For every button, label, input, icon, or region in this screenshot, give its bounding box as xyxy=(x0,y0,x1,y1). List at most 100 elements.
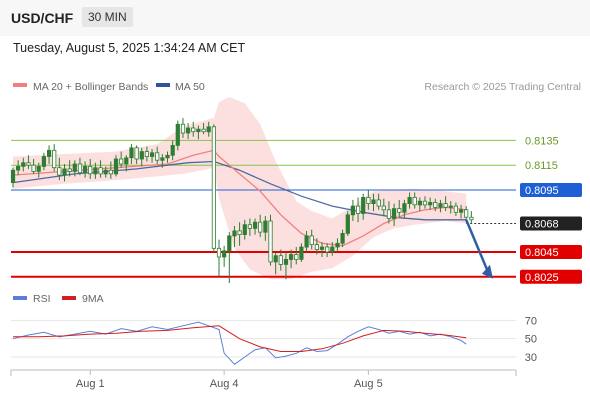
candle-body xyxy=(57,167,62,176)
candle-body xyxy=(72,163,77,172)
candle-body xyxy=(201,128,206,133)
candle-body xyxy=(175,123,180,146)
candle-body xyxy=(417,200,423,206)
candle-body xyxy=(330,246,335,253)
candle-body xyxy=(36,165,41,172)
candle-body xyxy=(88,165,93,175)
candle-body xyxy=(113,158,119,175)
rsi-plot: 70 50 30 Aug 1 Aug 4 Aug 5 xyxy=(10,315,537,390)
candle-body xyxy=(314,244,320,251)
candle-body xyxy=(283,258,289,265)
candle-body xyxy=(160,157,165,161)
candle-body xyxy=(412,196,417,206)
ma50-legend-swatch xyxy=(156,83,170,87)
forecast-arrow-head xyxy=(481,264,493,279)
pivot-label: 0.8095 xyxy=(525,185,559,197)
candle-body xyxy=(294,254,299,260)
candle-body xyxy=(407,196,412,204)
ma20-legend-swatch xyxy=(13,83,27,87)
candle-body xyxy=(26,162,31,166)
rsi-line xyxy=(12,321,467,365)
candle-body xyxy=(361,196,366,214)
candle-body xyxy=(464,209,469,218)
candle-body xyxy=(309,235,314,245)
candle-body xyxy=(242,224,247,235)
current-price-tag xyxy=(520,216,582,231)
candle-body xyxy=(216,247,222,258)
candle-body xyxy=(288,254,294,260)
candle-body xyxy=(304,235,309,248)
candle-body xyxy=(124,157,129,165)
candle-body xyxy=(232,230,237,237)
candle-body xyxy=(325,246,330,253)
candle-body xyxy=(299,246,304,260)
candle-body xyxy=(458,209,464,213)
candle-body xyxy=(319,246,325,250)
candle-body xyxy=(196,128,201,133)
rsi-ma-legend-swatch xyxy=(62,296,76,300)
rsi-tick-label: 70 xyxy=(525,315,537,327)
candle-body xyxy=(381,205,386,211)
candle-body xyxy=(10,169,16,183)
candle-body xyxy=(402,203,407,213)
timeframe-button[interactable]: 30 MIN xyxy=(82,7,133,27)
candle-body xyxy=(263,220,268,233)
candle-body xyxy=(371,199,376,204)
rsi-ma-line xyxy=(13,325,467,352)
rsi-ma-legend-label: 9MA xyxy=(82,293,104,305)
candle-body xyxy=(119,158,124,165)
candle-body xyxy=(139,151,144,160)
candle-body xyxy=(428,201,433,206)
candle-body xyxy=(258,221,263,233)
support-label-0.8025: 0.8025 xyxy=(525,272,559,284)
candle-body xyxy=(206,126,211,133)
candle-body xyxy=(448,205,453,208)
candle-body xyxy=(93,167,98,175)
ma20-legend-label: MA 20 + Bollinger Bands xyxy=(33,81,148,93)
candle-body xyxy=(237,230,242,235)
candle-body xyxy=(247,224,252,229)
candle-body xyxy=(469,216,474,221)
bollinger-band xyxy=(13,97,467,280)
candle-body xyxy=(129,147,134,159)
candle-body xyxy=(355,205,361,214)
candle-body xyxy=(350,205,356,216)
candle-body xyxy=(134,147,139,160)
candle-body xyxy=(83,165,88,173)
rsi-tick-label: 30 xyxy=(525,352,537,364)
currency-pair: USD/CHF xyxy=(11,10,74,26)
candle-body xyxy=(144,151,149,158)
candle-body xyxy=(273,255,278,263)
candle-body xyxy=(252,221,258,229)
candle-body xyxy=(438,203,443,208)
candle-body xyxy=(376,199,381,207)
candle-body xyxy=(149,152,155,157)
x-tick-label: Aug 1 xyxy=(76,378,105,390)
timestamp: Tuesday, August 5, 2025 1:34:24 AM CET xyxy=(13,41,246,55)
pivot-tag xyxy=(520,183,582,197)
x-tick-label: Aug 5 xyxy=(354,378,383,390)
candle-body xyxy=(227,235,232,252)
rsi-legend-swatch xyxy=(13,296,27,300)
candle-body xyxy=(222,250,227,258)
candle-body xyxy=(397,208,402,213)
support-label-0.8045: 0.8045 xyxy=(525,247,559,259)
candle-body xyxy=(98,167,103,175)
candle-body xyxy=(41,156,47,167)
candle-body xyxy=(211,126,216,249)
candle-body xyxy=(165,154,170,159)
price-plot: 0.8135 0.8115 0.8095 0.8068 0.8045 0.8025 xyxy=(10,97,582,284)
header-bar: USD/CHF 30 MIN xyxy=(0,0,590,36)
x-tick-label: Aug 4 xyxy=(210,378,239,390)
support-tag-0.8045 xyxy=(520,245,582,259)
credit-text: Research © 2025 Trading Central xyxy=(424,81,581,93)
candle-body xyxy=(180,123,186,134)
ma50-legend-label: MA 50 xyxy=(175,81,205,93)
forecast-arrow-shaft xyxy=(465,219,490,273)
rsi-tick-label: 50 xyxy=(525,334,537,346)
resistance-label-0.8135: 0.8135 xyxy=(525,135,559,147)
candle-body xyxy=(52,149,57,169)
candle-body xyxy=(15,165,21,171)
